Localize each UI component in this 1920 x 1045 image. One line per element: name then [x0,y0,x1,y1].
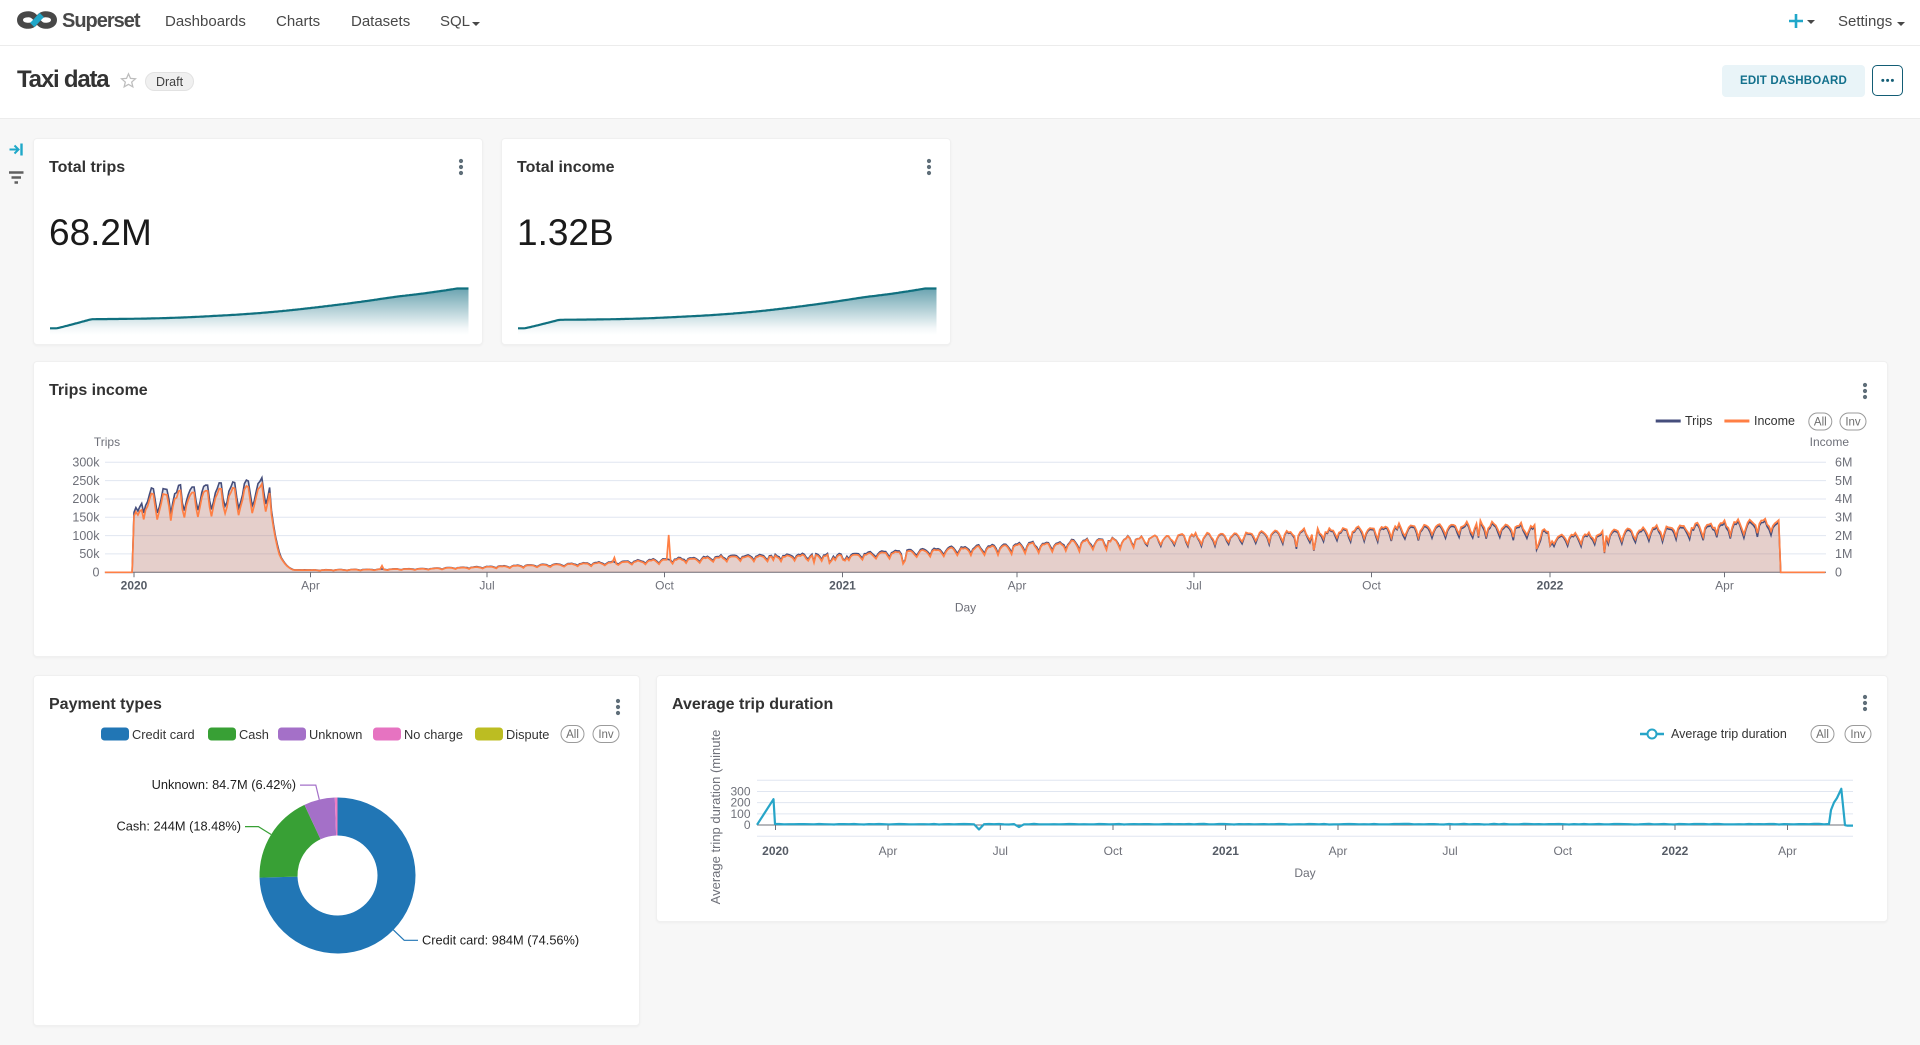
svg-text:150k: 150k [72,510,100,524]
svg-text:Apr: Apr [1715,579,1734,593]
svg-text:Jul: Jul [1186,579,1201,593]
svg-text:300k: 300k [72,456,100,470]
svg-text:Oct: Oct [655,579,674,593]
svg-text:Credit card: Credit card [132,727,195,742]
svg-text:100k: 100k [72,529,100,543]
svg-text:Average trip duration: Average trip duration [1671,727,1787,741]
svg-text:Cash: 244M (18.48%): Cash: 244M (18.48%) [117,819,241,834]
svg-text:0: 0 [93,565,100,579]
svg-text:Inv: Inv [1845,417,1861,429]
svg-text:Income: Income [1754,414,1795,428]
svg-text:Apr: Apr [301,579,320,593]
svg-text:1M: 1M [1835,547,1852,561]
svg-text:2022: 2022 [1537,579,1564,593]
svg-text:2020: 2020 [121,579,148,593]
svg-text:250k: 250k [72,474,100,488]
svg-text:2022: 2022 [1662,844,1689,858]
svg-text:Dispute: Dispute [506,727,549,742]
svg-text:Jul: Jul [479,579,494,593]
svg-text:Oct: Oct [1362,579,1381,593]
svg-text:Cash: Cash [239,727,269,742]
svg-text:Credit card: 984M (74.56%): Credit card: 984M (74.56%) [422,932,579,947]
svg-text:Average trinp duration (minute: Average trinp duration (minute [708,730,723,905]
svg-text:Apr: Apr [1008,579,1027,593]
svg-text:Trips: Trips [94,435,120,449]
svg-text:300: 300 [730,784,750,798]
svg-text:2021: 2021 [1212,844,1239,858]
svg-text:Oct: Oct [1553,844,1572,858]
svg-text:100: 100 [730,807,750,821]
svg-text:Apr: Apr [879,844,898,858]
svg-text:200k: 200k [72,492,100,506]
svg-text:5M: 5M [1835,474,1852,488]
svg-text:Apr: Apr [1778,844,1797,858]
svg-text:Trips: Trips [1685,414,1712,428]
svg-text:Unknown: Unknown [309,727,362,742]
svg-text:All: All [1814,417,1827,429]
svg-text:Inv: Inv [1850,729,1866,741]
svg-text:Day: Day [955,601,976,615]
svg-text:3M: 3M [1835,510,1852,524]
svg-text:2021: 2021 [829,579,856,593]
svg-text:Unknown: 84.7M (6.42%): Unknown: 84.7M (6.42%) [152,777,296,792]
svg-text:0: 0 [744,818,751,832]
svg-text:4M: 4M [1835,492,1852,506]
svg-text:200: 200 [730,796,750,810]
svg-text:2020: 2020 [762,844,789,858]
svg-text:Oct: Oct [1104,844,1123,858]
svg-text:0: 0 [1835,565,1842,579]
svg-text:2M: 2M [1835,529,1852,543]
svg-text:All: All [566,729,579,741]
svg-text:All: All [1816,729,1829,741]
svg-text:No charge: No charge [404,727,463,742]
svg-text:Apr: Apr [1329,844,1348,858]
svg-text:6M: 6M [1835,456,1852,470]
svg-text:Jul: Jul [993,844,1008,858]
svg-text:50k: 50k [79,547,100,561]
svg-text:Inv: Inv [598,729,614,741]
svg-text:Day: Day [1294,866,1315,880]
svg-text:Jul: Jul [1442,844,1457,858]
svg-text:Income: Income [1810,435,1850,449]
